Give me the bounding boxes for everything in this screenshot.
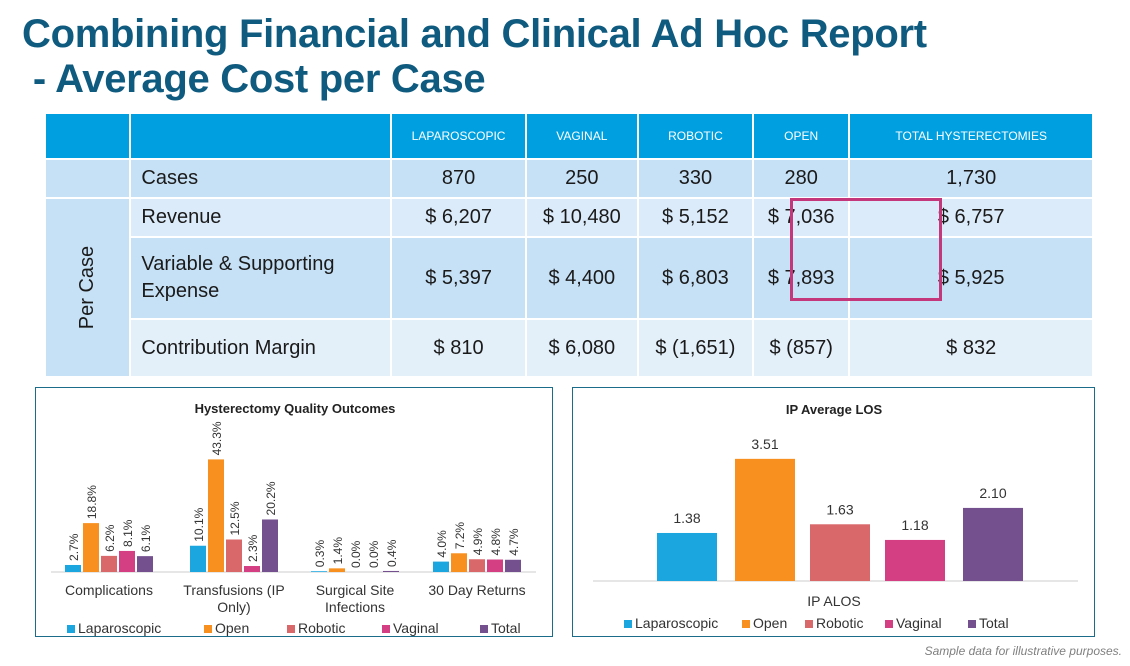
legend-swatch — [382, 625, 390, 633]
legend-swatch — [480, 625, 488, 633]
legend-swatch — [968, 620, 976, 628]
category-label: Surgical Site — [316, 582, 395, 598]
data-label: 4.8% — [489, 528, 503, 556]
bar — [383, 570, 399, 572]
legend-swatch — [204, 625, 212, 633]
data-label: 8.1% — [121, 519, 135, 547]
data-label: 20.2% — [264, 481, 278, 515]
per-case-label: Per Case — [43, 197, 132, 378]
bar — [226, 539, 242, 572]
data-label: 12.5% — [228, 501, 242, 535]
page-title: Combining Financial and Clinical Ad Hoc … — [22, 12, 927, 101]
quality-outcomes-svg: Hysterectomy Quality Outcomes 2.7% 10.1% 0.… — [51, 401, 536, 636]
data-label: 2.7% — [67, 533, 81, 561]
data-label: 4.9% — [471, 528, 485, 556]
category-label: Transfusions (IP — [183, 582, 284, 598]
data-label: 43.3% — [210, 421, 224, 455]
legend-label: Laparoscopic — [635, 615, 718, 631]
legend-swatch — [885, 620, 893, 628]
bar — [137, 556, 153, 572]
column-header: VAGINAL — [524, 112, 639, 160]
bar — [469, 559, 485, 572]
legend-swatch — [624, 620, 632, 628]
data-label: 6.1% — [139, 524, 153, 552]
data-label: 10.1% — [192, 507, 206, 541]
bar — [735, 458, 795, 581]
bar — [329, 568, 345, 572]
data-label: 3.51 — [751, 436, 778, 452]
chart-title: Hysterectomy Quality Outcomes — [195, 401, 396, 416]
legend-label: Robotic — [298, 620, 345, 636]
column-header: LAPAROSCOPIC — [390, 112, 527, 160]
legend-swatch — [287, 625, 295, 633]
category-label: Only) — [217, 599, 250, 615]
bar — [83, 523, 99, 572]
legend-swatch — [805, 620, 813, 628]
data-label: 18.8% — [85, 485, 99, 519]
column-header: TOTAL HYSTERECTOMIES — [848, 112, 1094, 160]
bar — [208, 459, 224, 572]
table-header-row: LAPAROSCOPIC VAGINAL ROBOTIC OPEN TOTAL … — [43, 112, 1094, 160]
column-header: ROBOTIC — [636, 112, 754, 160]
quality-outcomes-chart: Hysterectomy Quality Outcomes 2.7% 10.1% 0.… — [35, 387, 553, 637]
data-label: 1.38 — [673, 510, 700, 526]
legend-label: Laparoscopic — [78, 620, 161, 636]
category-label: Infections — [325, 599, 385, 615]
data-label: 0.0% — [367, 540, 381, 568]
ip-los-chart: IP Average LOS 1.38 3.51 1.63 1.18 2.10 IP ALO… — [572, 387, 1095, 637]
bar — [101, 555, 117, 572]
legend-label: Open — [215, 620, 249, 636]
cost-per-case-table: LAPAROSCOPIC VAGINAL ROBOTIC OPEN TOTAL … — [43, 112, 1094, 378]
bar — [244, 566, 260, 572]
category-label: Complications — [65, 582, 153, 598]
bar — [657, 532, 717, 581]
footer-note: Sample data for illustrative purposes. — [924, 644, 1122, 658]
data-label: 2.10 — [979, 485, 1006, 501]
data-label: 0.3% — [313, 540, 327, 568]
data-label: 7.2% — [453, 522, 467, 550]
data-label: 1.63 — [826, 501, 853, 517]
legend-label: Vaginal — [896, 615, 942, 631]
data-label: 1.18 — [901, 517, 928, 533]
category-label: 30 Day Returns — [428, 582, 525, 598]
bar — [119, 550, 135, 572]
data-label: 4.7% — [507, 528, 521, 556]
bar — [433, 561, 449, 572]
ip-los-svg: IP Average LOS 1.38 3.51 1.63 1.18 2.10 IP ALO… — [593, 402, 1078, 631]
table-row: Variable & Supporting Expense $ 5,397 $ 4… — [45, 236, 1094, 320]
table-row: Per Case Revenue $ 6,207 $ 10,480 $ 5,152 $… — [43, 197, 1094, 378]
data-label: 6.2% — [103, 524, 117, 552]
bar — [451, 553, 467, 572]
data-label: 0.0% — [349, 540, 363, 568]
bar — [885, 539, 945, 581]
table-row: Contribution Margin $ 810 $ 6,080 $ (1,651… — [45, 318, 1094, 378]
bar — [810, 524, 870, 581]
legend-label: Total — [491, 620, 521, 636]
legend-label: Robotic — [816, 615, 863, 631]
legend-swatch — [742, 620, 750, 628]
bar — [311, 571, 327, 572]
bar — [65, 564, 81, 572]
bar — [190, 545, 206, 572]
x-axis-label: IP ALOS — [807, 593, 860, 609]
legend-label: Open — [753, 615, 787, 631]
bar — [963, 507, 1023, 581]
legend-label: Vaginal — [393, 620, 439, 636]
data-label: 1.4% — [331, 537, 345, 565]
bar — [487, 559, 503, 572]
bar — [505, 559, 521, 572]
legend-swatch — [67, 625, 75, 633]
table-row: Cases 870 250 330 280 1,730 — [43, 158, 1094, 199]
bar — [262, 519, 278, 572]
column-header: OPEN — [751, 112, 851, 160]
data-label: 4.0% — [435, 530, 449, 558]
data-label: 2.3% — [246, 534, 260, 562]
legend-label: Total — [979, 615, 1009, 631]
open-highlight-box — [790, 198, 942, 301]
data-label: 0.4% — [385, 539, 399, 567]
chart-title: IP Average LOS — [786, 402, 883, 417]
